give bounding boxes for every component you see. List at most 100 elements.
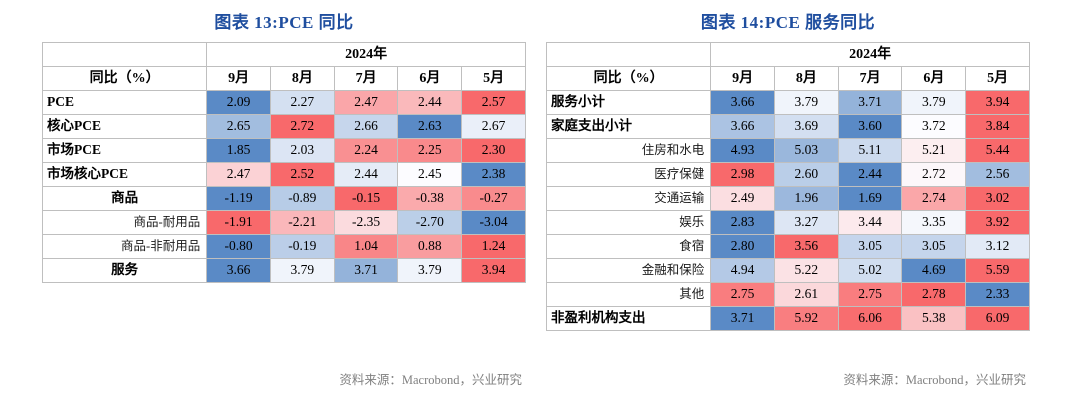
metric-header: 同比（%） [41, 66, 208, 91]
table-row: 娱乐 2.83 3.27 3.44 3.35 3.92 [545, 210, 1030, 235]
value-cell: 2.49 [710, 186, 775, 211]
value-cell: 0.88 [397, 234, 463, 259]
table-row: 金融和保险 4.94 5.22 5.02 4.69 5.59 [545, 258, 1030, 283]
value-cell: 3.02 [965, 186, 1030, 211]
figure-title: 图表 13:PCE 同比 [214, 13, 354, 32]
value-cell: 2.47 [333, 90, 399, 115]
table-row: 非盈利机构支出 3.71 5.92 6.06 5.38 6.09 [545, 306, 1030, 331]
value-cell: 3.94 [965, 90, 1030, 115]
table-row: 商品-非耐用品 -0.80 -0.19 1.04 0.88 1.24 [41, 234, 526, 259]
value-cell: 1.24 [461, 234, 526, 259]
value-cell: 2.75 [837, 282, 903, 307]
table-row: 商品-耐用品 -1.91 -2.21 -2.35 -2.70 -3.04 [41, 210, 526, 235]
corner-cell [41, 42, 208, 67]
value-cell: -0.15 [333, 186, 399, 211]
row-label: 娱乐 [545, 210, 712, 235]
value-cell: 2.09 [206, 90, 271, 115]
value-cell: 3.79 [901, 90, 967, 115]
value-cell: 2.24 [333, 138, 399, 163]
row-label: 食宿 [545, 234, 712, 259]
value-cell: 2.44 [397, 90, 463, 115]
value-cell: -0.38 [397, 186, 463, 211]
value-cell: 2.98 [710, 162, 775, 187]
figure-title: 图表 14:PCE 服务同比 [700, 13, 876, 32]
value-cell: 5.59 [965, 258, 1030, 283]
value-cell: 2.27 [269, 90, 335, 115]
table-row: PCE 2.09 2.27 2.47 2.44 2.57 [41, 90, 526, 115]
value-cell: 5.11 [837, 138, 903, 163]
value-cell: 3.71 [837, 90, 903, 115]
row-label: 非盈利机构支出 [545, 306, 712, 331]
value-cell: -1.19 [206, 186, 271, 211]
value-cell: 2.38 [461, 162, 526, 187]
month-header: 8月 [269, 66, 335, 91]
row-label: 交通运输 [545, 186, 712, 211]
value-cell: 2.65 [206, 114, 271, 139]
value-cell: 2.66 [333, 114, 399, 139]
table-row: 家庭支出小计 3.66 3.69 3.60 3.72 3.84 [545, 114, 1030, 139]
row-label: 商品 [41, 186, 208, 211]
month-header: 5月 [965, 66, 1030, 91]
row-label: 市场PCE [41, 138, 208, 163]
value-cell: 3.79 [773, 90, 839, 115]
value-cell: 3.66 [710, 90, 775, 115]
year-header-row: 2024年 [41, 42, 526, 67]
value-cell: 3.60 [837, 114, 903, 139]
month-header: 9月 [710, 66, 775, 91]
value-cell: 1.85 [206, 138, 271, 163]
month-header: 9月 [206, 66, 271, 91]
value-cell: 5.21 [901, 138, 967, 163]
table-row: 服务小计 3.66 3.79 3.71 3.79 3.94 [545, 90, 1030, 115]
table-body: 服务小计 3.66 3.79 3.71 3.79 3.94 家庭支出小计 3.66 3.69 3.… [545, 90, 1030, 331]
value-cell: 3.66 [710, 114, 775, 139]
value-cell: 3.35 [901, 210, 967, 235]
value-cell: 3.92 [965, 210, 1030, 235]
row-label: PCE [41, 90, 208, 115]
value-cell: -2.21 [269, 210, 335, 235]
figure-pce-yoy: 图表 13:PCE 同比 2024年 同比（%） 9月 8月 7月 6月 5月 PCE 2… [41, 8, 526, 404]
pce-yoy-table: 2024年 同比（%） 9月 8月 7月 6月 5月 PCE 2.09 2.27 2.47 2.… [41, 42, 526, 283]
table-row: 核心PCE 2.65 2.72 2.66 2.63 2.67 [41, 114, 526, 139]
value-cell: -1.91 [206, 210, 271, 235]
value-cell: 3.12 [965, 234, 1030, 259]
value-cell: 5.44 [965, 138, 1030, 163]
value-cell: 6.06 [837, 306, 903, 331]
value-cell: 2.78 [901, 282, 967, 307]
value-cell: 2.44 [837, 162, 903, 187]
value-cell: 2.67 [461, 114, 526, 139]
value-cell: 2.61 [773, 282, 839, 307]
pce-services-yoy-table: 2024年 同比（%） 9月 8月 7月 6月 5月 服务小计 3.66 3.79 3.71 3… [545, 42, 1030, 331]
row-label: 医疗保健 [545, 162, 712, 187]
table-row: 住房和水电 4.93 5.03 5.11 5.21 5.44 [545, 138, 1030, 163]
row-label: 商品-非耐用品 [41, 234, 208, 259]
month-header: 6月 [901, 66, 967, 91]
value-cell: 3.27 [773, 210, 839, 235]
source-note: 资料来源：Macrobond，兴业研究 [843, 373, 1026, 387]
value-cell: 3.94 [461, 258, 526, 283]
value-cell: 5.02 [837, 258, 903, 283]
value-cell: 4.69 [901, 258, 967, 283]
value-cell: -2.35 [333, 210, 399, 235]
value-cell: 3.84 [965, 114, 1030, 139]
year-header-row: 2024年 [545, 42, 1030, 67]
value-cell: 2.47 [206, 162, 271, 187]
value-cell: 2.30 [461, 138, 526, 163]
value-cell: 3.44 [837, 210, 903, 235]
value-cell: -0.80 [206, 234, 271, 259]
month-header: 7月 [837, 66, 903, 91]
value-cell: 2.03 [269, 138, 335, 163]
value-cell: 6.09 [965, 306, 1030, 331]
value-cell: 2.60 [773, 162, 839, 187]
value-cell: 2.25 [397, 138, 463, 163]
month-header: 5月 [461, 66, 526, 91]
table-row: 交通运输 2.49 1.96 1.69 2.74 3.02 [545, 186, 1030, 211]
table-row: 其他 2.75 2.61 2.75 2.78 2.33 [545, 282, 1030, 307]
value-cell: 3.69 [773, 114, 839, 139]
month-header-row: 同比（%） 9月 8月 7月 6月 5月 [545, 66, 1030, 91]
value-cell: 2.74 [901, 186, 967, 211]
value-cell: 3.79 [269, 258, 335, 283]
figure-pce-services-yoy: 图表 14:PCE 服务同比 2024年 同比（%） 9月 8月 7月 6月 5月 服务… [545, 8, 1030, 404]
table-row: 市场PCE 1.85 2.03 2.24 2.25 2.30 [41, 138, 526, 163]
value-cell: 2.72 [901, 162, 967, 187]
year-header: 2024年 [206, 42, 526, 67]
